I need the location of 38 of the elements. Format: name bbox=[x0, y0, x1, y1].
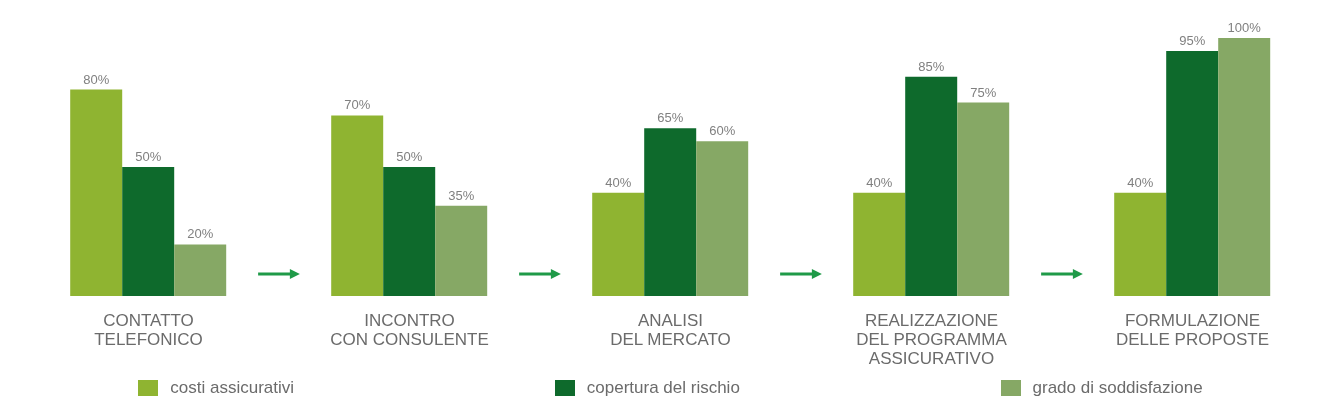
data-label: 40% bbox=[866, 174, 893, 190]
x-tick-label: ANALISI DEL MERCATO bbox=[610, 311, 731, 349]
data-label: 80% bbox=[83, 71, 110, 87]
bar bbox=[592, 192, 645, 296]
legend-label: costi assicurativi bbox=[170, 378, 295, 398]
data-label: 70% bbox=[344, 97, 371, 113]
bar bbox=[853, 192, 906, 296]
data-label: 85% bbox=[918, 58, 945, 74]
legend-label: grado di soddisfazione bbox=[1032, 378, 1203, 398]
data-label: 50% bbox=[135, 149, 162, 164]
x-tick-label: INCONTRO CON CONSULENTE bbox=[330, 311, 489, 349]
x-tick-label: FORMULAZIONE DELLE PROPOSTE bbox=[1115, 311, 1270, 349]
bar bbox=[383, 167, 436, 296]
data-label: 95% bbox=[1179, 32, 1206, 48]
data-label: 50% bbox=[396, 149, 423, 164]
data-label: 75% bbox=[970, 84, 997, 100]
bar bbox=[435, 205, 488, 296]
bar bbox=[696, 141, 749, 296]
bar bbox=[1218, 38, 1271, 296]
bar bbox=[122, 167, 175, 296]
bar bbox=[1114, 192, 1167, 296]
data-label: 35% bbox=[448, 187, 475, 203]
bar bbox=[174, 244, 227, 296]
bar bbox=[957, 102, 1010, 296]
data-label: 60% bbox=[709, 123, 736, 139]
data-label: 65% bbox=[657, 110, 684, 126]
data-label: 40% bbox=[1127, 174, 1154, 190]
x-tick-label: REALIZZAZIONE DEL PROGRAMMA ASSICURATIVO bbox=[856, 311, 1008, 368]
bar bbox=[70, 89, 123, 296]
legend-label: copertura del rischio bbox=[586, 378, 740, 398]
bar bbox=[905, 76, 958, 296]
data-label: 40% bbox=[605, 174, 632, 190]
data-label: 20% bbox=[187, 226, 214, 242]
bar bbox=[331, 115, 384, 296]
bar bbox=[644, 128, 697, 296]
bar bbox=[1166, 50, 1219, 296]
x-tick-label: CONTATTO TELEFONICO bbox=[94, 311, 203, 349]
data-label: 100% bbox=[1227, 20, 1262, 35]
